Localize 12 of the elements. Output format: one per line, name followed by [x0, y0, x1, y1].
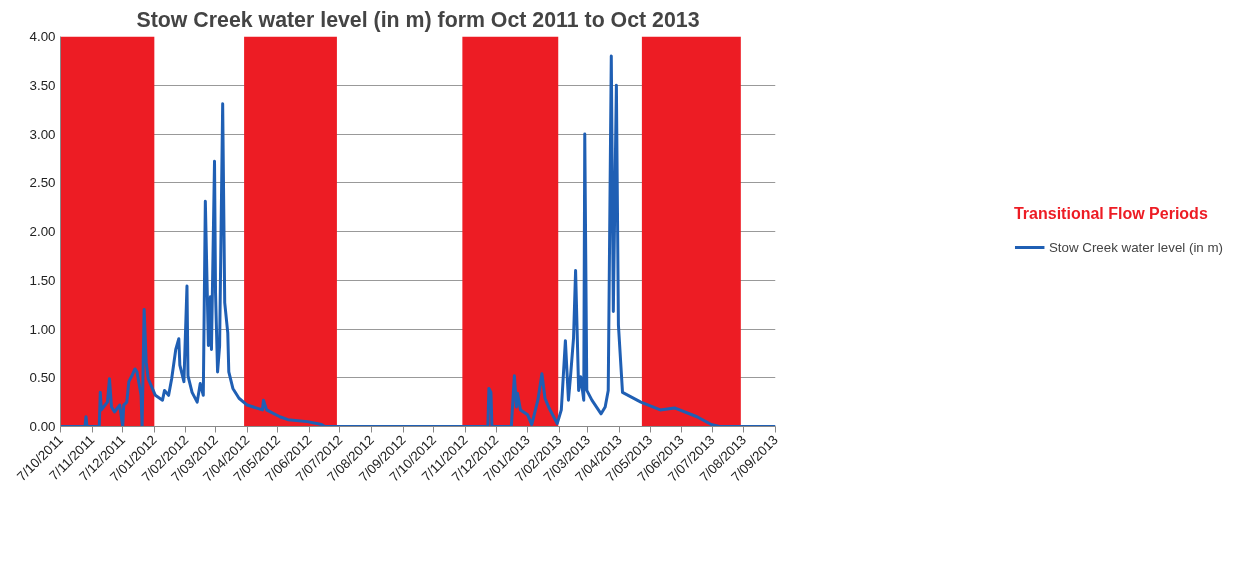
legend-label: Stow Creek water level (in m) [1048, 239, 1224, 255]
text: Transitional Flow Periods [1013, 205, 1209, 223]
y-tick-label: 3.00 [29, 126, 56, 142]
y-tick-label: 3.50 [29, 77, 56, 93]
y-tick-label: 2.50 [29, 175, 56, 191]
chart-title: Stow Creek water level (in m) form Oct 2011 to Oct 2013 [136, 7, 700, 32]
y-tick-label: 1.00 [29, 321, 56, 337]
y-tick-label: 2.00 [29, 224, 56, 239]
y-tick-label: 0.00 [29, 419, 56, 434]
y-tick-label: 0.50 [29, 370, 56, 386]
y-tick-label: 1.50 [29, 272, 56, 288]
y-tick-label: 4.00 [29, 29, 56, 44]
